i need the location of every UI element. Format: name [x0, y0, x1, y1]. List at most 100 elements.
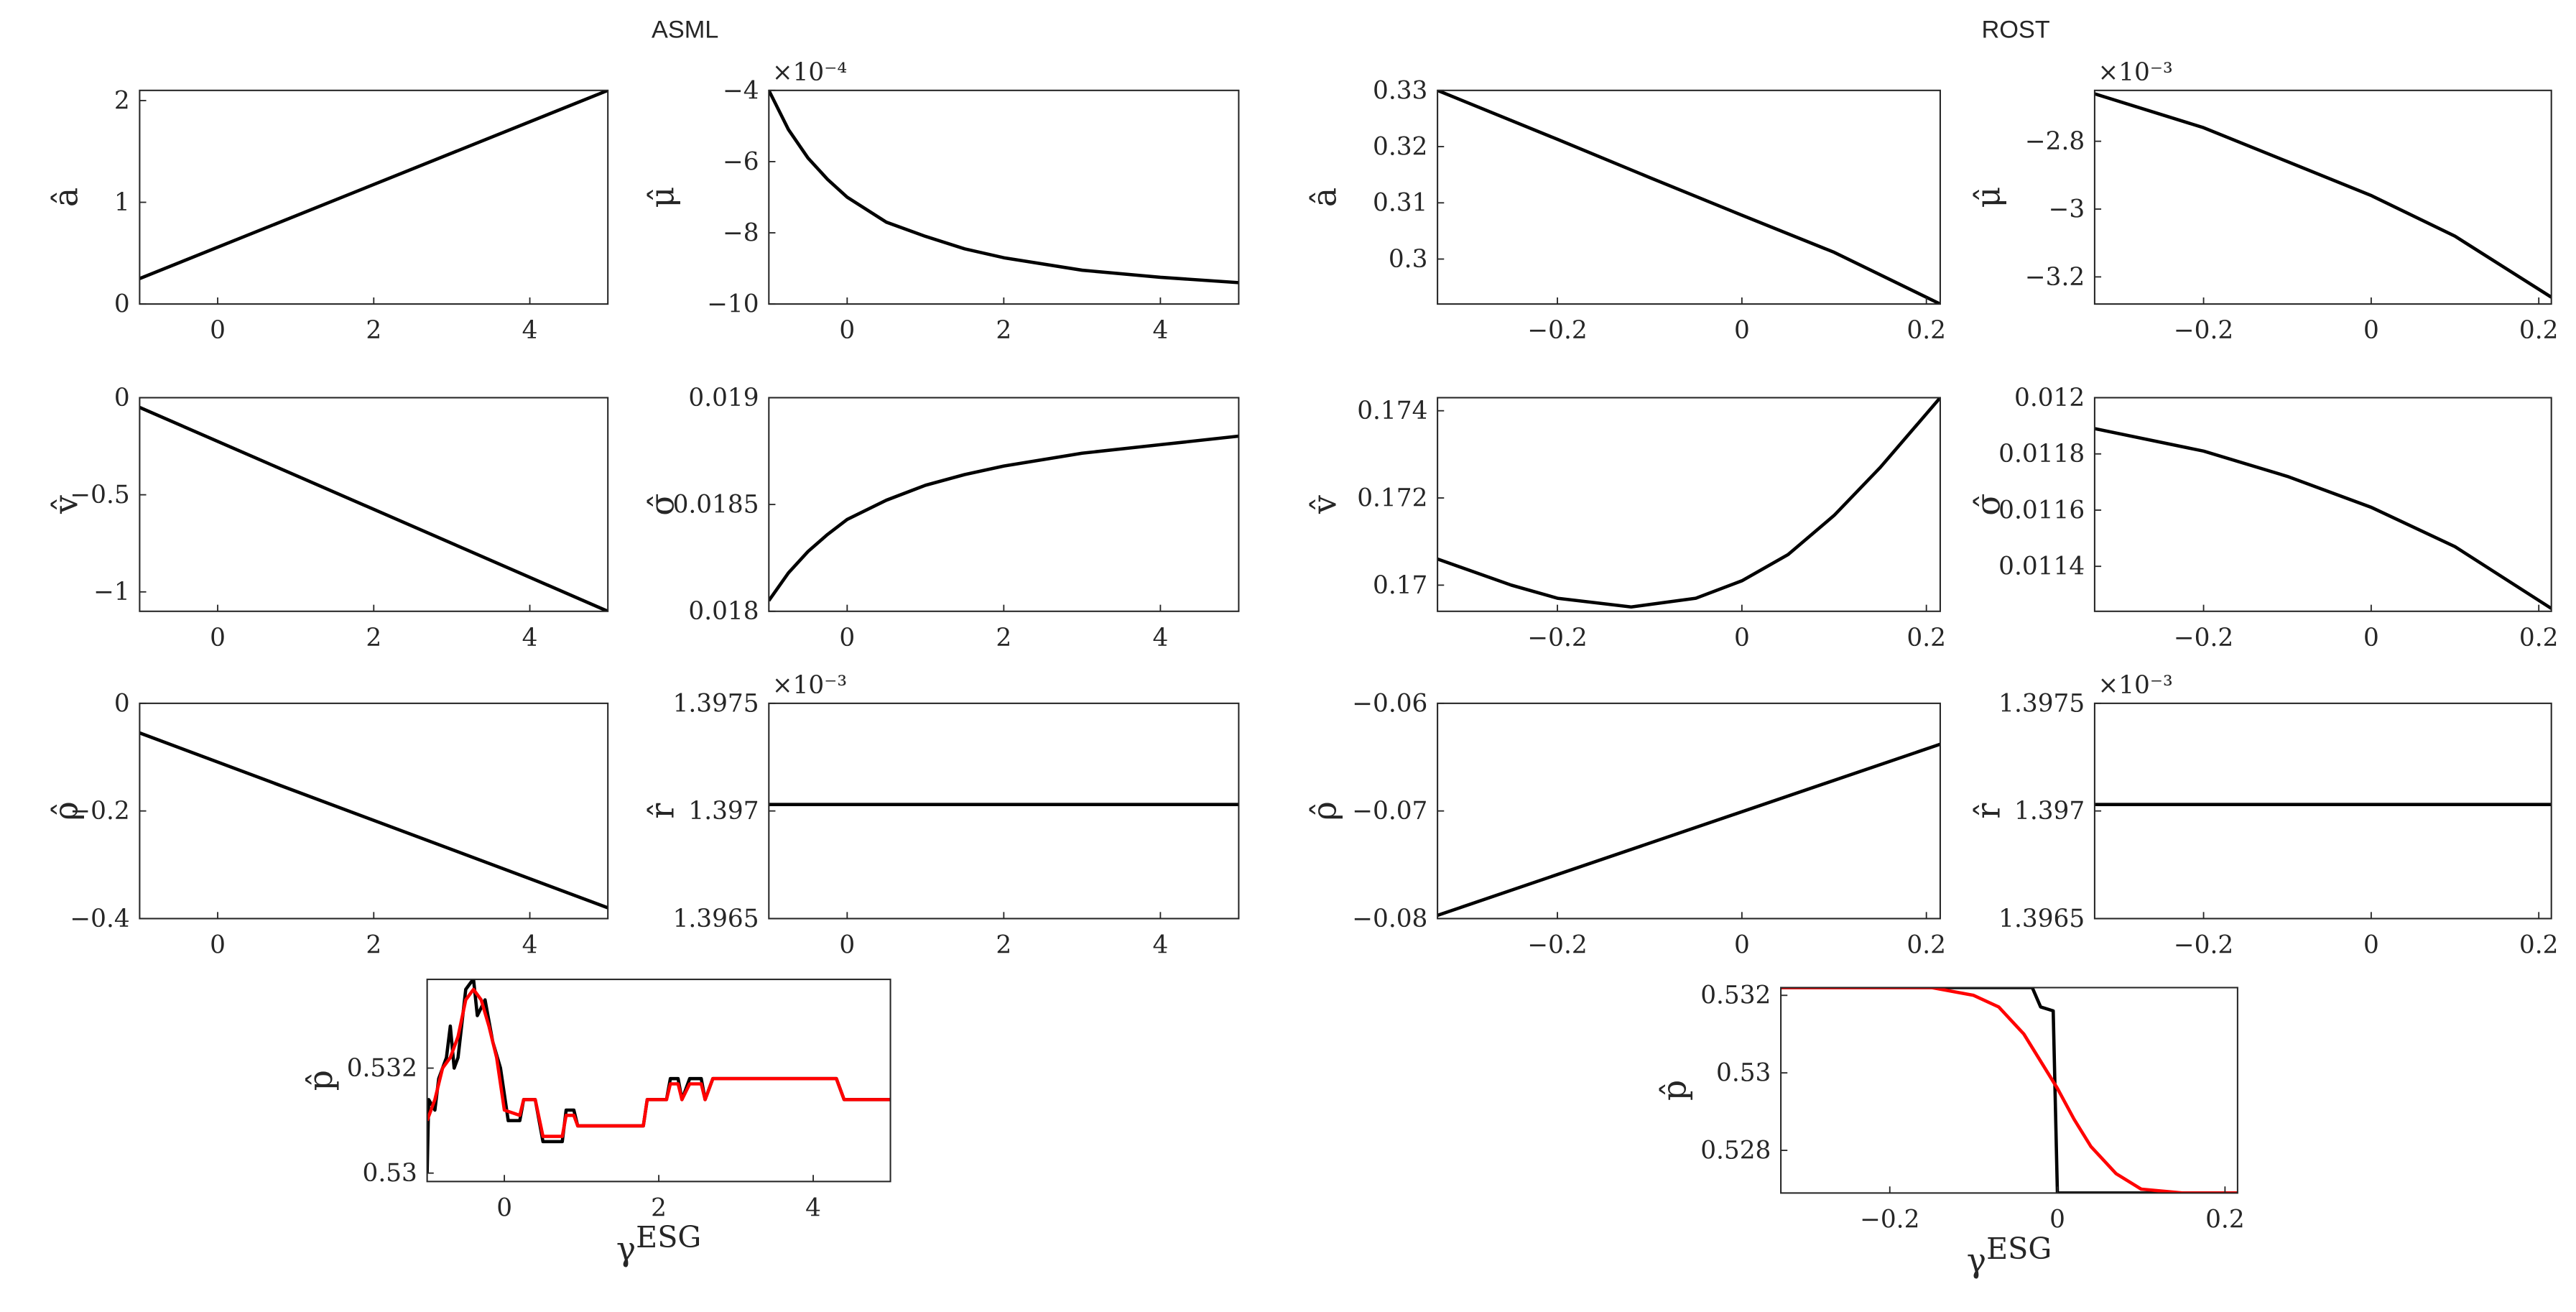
y-axis-label: ρ̂	[1305, 801, 1343, 821]
axes-box	[139, 397, 609, 612]
x-tick-label: 4	[805, 1193, 821, 1222]
exponent-label: ×10⁻³	[772, 671, 847, 700]
x-tick-label: −0.2	[2174, 316, 2233, 345]
y-tick-label: 0.0118	[1998, 440, 2085, 468]
x-tick-label: 0	[2363, 316, 2379, 345]
x-tick-label: 0.2	[2519, 316, 2559, 345]
x-tick-label: 0.2	[2205, 1205, 2245, 1234]
data-line	[1437, 397, 1940, 609]
x-tick-label: 4	[1152, 316, 1168, 345]
x-tick-label: 2	[366, 624, 381, 652]
y-axis-label: p̂	[1655, 1080, 1693, 1101]
y-axis-label: μ̂	[644, 187, 682, 208]
axes-box	[768, 397, 1240, 612]
y-tick-label: 1.397	[688, 797, 759, 826]
y-tick-label: 2	[114, 86, 130, 115]
data-line	[2094, 92, 2552, 299]
y-tick-label: 0.3	[1389, 245, 1428, 274]
x-tick-label: 0	[496, 1193, 512, 1222]
axes-box	[139, 89, 609, 305]
x-tick-label: 2	[996, 930, 1011, 959]
y-tick-label: −0.07	[1352, 797, 1427, 826]
data-line	[769, 434, 1239, 602]
y-tick-label: 0.31	[1373, 189, 1427, 218]
y-tick-label: 0.32	[1373, 132, 1427, 161]
axes-box	[1780, 987, 2238, 1194]
y-tick-label: 0.018	[688, 597, 759, 626]
y-tick-label: −0.5	[70, 481, 129, 509]
y-tick-label: −6	[723, 147, 759, 176]
x-tick-label: 0.2	[1906, 930, 1946, 959]
x-tick-label: 0	[1734, 316, 1750, 345]
x-tick-label: −0.2	[1527, 930, 1587, 959]
x-axis-label: γESG	[1967, 1232, 2052, 1280]
y-tick-label: 0.53	[1716, 1059, 1771, 1088]
x-axis-label-base: γ	[616, 1230, 636, 1268]
y-tick-label: 0.174	[1357, 397, 1427, 425]
y-tick-label: 0.33	[1373, 76, 1427, 105]
y-tick-label: 1	[114, 188, 130, 217]
y-tick-label: 0.0185	[673, 491, 759, 519]
y-axis-label: p̂	[302, 1070, 340, 1091]
y-tick-label: −3.2	[2025, 263, 2085, 292]
y-tick-label: 0.53	[363, 1159, 417, 1188]
y-tick-label: 0.172	[1357, 484, 1427, 512]
y-axis-label: σ̂	[644, 494, 682, 516]
x-tick-label: 4	[522, 930, 538, 959]
data-line	[1437, 742, 1940, 918]
y-tick-label: −1	[93, 578, 130, 606]
group-title: ASML	[652, 17, 718, 44]
x-tick-label: 0	[839, 624, 855, 652]
axes-box	[1437, 702, 1941, 920]
y-axis-label: v̂	[47, 495, 85, 514]
y-tick-label: 0.0114	[1998, 553, 2085, 581]
y-tick-label: −4	[723, 76, 759, 105]
axes-box	[2093, 397, 2552, 612]
y-tick-label: 1.397	[2014, 797, 2085, 826]
y-tick-label: 0	[114, 384, 130, 412]
y-tick-label: −0.2	[70, 797, 129, 826]
y-tick-label: 1.3975	[673, 689, 759, 718]
exponent-label: ×10⁻³	[2098, 671, 2172, 700]
x-tick-label: 0	[2049, 1205, 2065, 1234]
y-tick-label: 0.528	[1700, 1136, 1771, 1165]
axes-box	[768, 89, 1240, 305]
x-tick-label: −0.2	[1527, 624, 1587, 652]
y-tick-label: −0.4	[70, 905, 129, 933]
axes-box	[1437, 397, 1941, 612]
y-tick-label: −3	[2049, 195, 2085, 223]
x-tick-label: 4	[1152, 930, 1168, 959]
y-axis-label: μ̂	[1969, 187, 2007, 208]
y-tick-label: 0.532	[1700, 981, 1771, 1010]
x-tick-label: −0.2	[2174, 624, 2233, 652]
x-tick-label: 2	[366, 316, 381, 345]
y-tick-label: 0.019	[688, 384, 759, 412]
x-tick-label: 0	[210, 624, 226, 652]
x-axis-label-sup: ESG	[636, 1220, 701, 1255]
x-tick-label: 2	[651, 1193, 667, 1222]
x-tick-label: 0	[2363, 624, 2379, 652]
x-axis-label-sup: ESG	[1986, 1232, 2052, 1266]
x-tick-label: 0	[839, 930, 855, 959]
y-axis-label: σ̂	[1969, 494, 2007, 516]
axes-box	[139, 702, 609, 920]
x-tick-label: 4	[522, 624, 538, 652]
y-tick-label: 0.012	[2014, 384, 2085, 412]
data-line	[2094, 427, 2552, 610]
y-tick-label: 0.17	[1373, 571, 1427, 600]
y-tick-label: −0.06	[1352, 689, 1427, 718]
y-axis-label: â	[1305, 188, 1343, 207]
x-tick-label: −0.2	[2174, 930, 2233, 959]
axes-box	[768, 702, 1240, 920]
y-tick-label: 1.3965	[673, 905, 759, 933]
y-axis-label: ρ̂	[47, 801, 85, 821]
axes-box	[1437, 89, 1941, 305]
y-tick-label: 0	[114, 290, 130, 319]
axes-box	[2093, 702, 2552, 920]
x-tick-label: 0.2	[2519, 930, 2559, 959]
x-tick-label: 0.2	[1906, 624, 1946, 652]
y-tick-label: 1.3975	[1998, 689, 2085, 718]
exponent-label: ×10⁻⁴	[772, 58, 847, 87]
